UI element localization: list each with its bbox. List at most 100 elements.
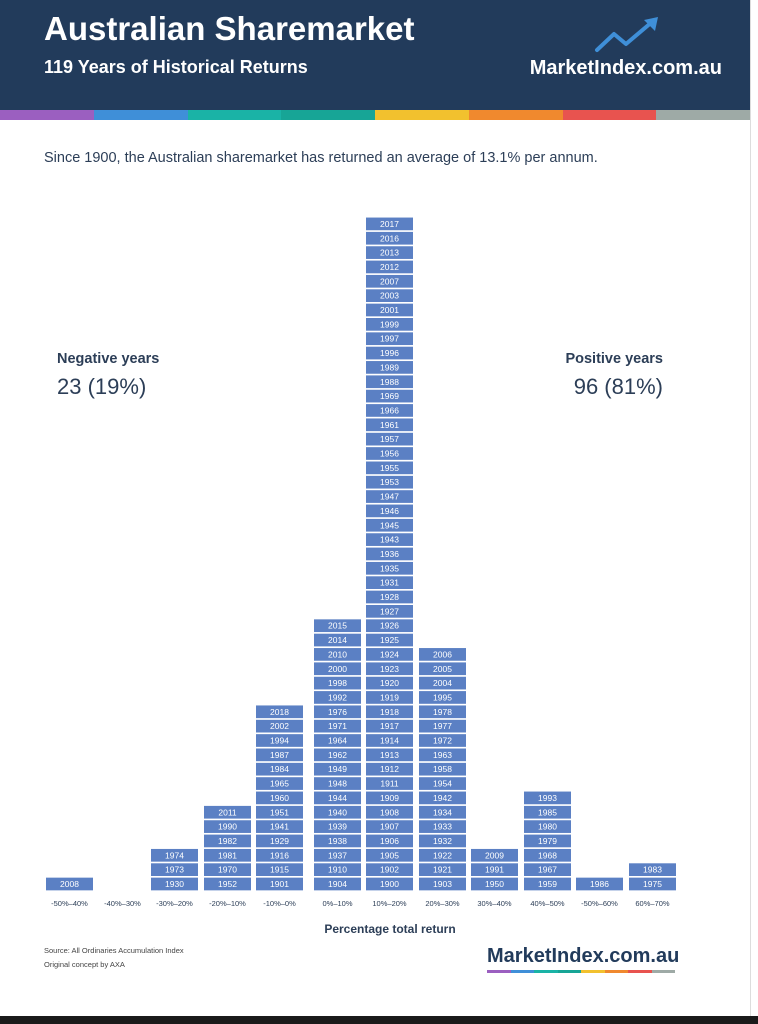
year-box [256, 719, 303, 733]
year-label: 2007 [380, 276, 399, 286]
year-label: 1966 [380, 405, 399, 415]
year-label: 1971 [328, 721, 347, 731]
year-label: 1965 [270, 779, 289, 789]
year-label: 1958 [433, 764, 452, 774]
year-label: 2015 [328, 621, 347, 631]
histogram-column: 1930 1973 1974 -30%–20% [151, 848, 198, 908]
year-box [419, 848, 466, 862]
year-label: 1980 [538, 822, 557, 832]
year-label: 1982 [218, 836, 237, 846]
year-label: 1962 [328, 750, 347, 760]
year-label: 1938 [328, 836, 347, 846]
year-label: 1991 [485, 865, 504, 875]
top-stripe-segment [562, 110, 657, 120]
year-box [256, 762, 303, 776]
year-label: 1986 [590, 879, 609, 889]
year-label: 1967 [538, 865, 557, 875]
year-label: 1960 [270, 793, 289, 803]
year-label: 2014 [328, 635, 347, 645]
year-label: 1954 [433, 779, 452, 789]
brand-logo-bottom[interactable]: MarketIndex.com.au [487, 945, 680, 967]
year-box [366, 619, 413, 633]
year-label: 1914 [380, 736, 399, 746]
year-label: 1976 [328, 707, 347, 717]
year-label: 1924 [380, 649, 399, 659]
top-stripe-segment [93, 110, 188, 120]
year-box [366, 777, 413, 790]
histogram-column: 1903 1921 1922 1932 1933 1934 1942 1954 1958 1963… [419, 648, 466, 908]
year-box [314, 734, 361, 747]
year-box [366, 734, 413, 747]
year-box [366, 418, 413, 432]
year-label: 1945 [380, 520, 399, 530]
year-box [576, 877, 623, 891]
year-label: 1995 [433, 692, 452, 702]
year-box [366, 533, 413, 546]
year-box [471, 863, 518, 876]
brand-stripe-segment [651, 970, 675, 973]
year-box [366, 547, 413, 561]
year-label: 1907 [380, 822, 399, 832]
year-box [314, 877, 361, 891]
trending-up-arrow-icon [595, 17, 658, 52]
year-box [366, 561, 413, 575]
brand-logo-top[interactable]: MarketIndex.com.au [529, 57, 722, 79]
year-label: 1932 [433, 836, 452, 846]
year-label: 2016 [380, 233, 399, 243]
brand-stripe-segment [534, 970, 558, 973]
category-tick-label: -10%–0% [263, 899, 296, 908]
year-box [366, 518, 413, 532]
year-box [366, 303, 413, 317]
year-box [314, 777, 361, 790]
year-box [419, 691, 466, 704]
year-box [256, 863, 303, 876]
year-box [366, 332, 413, 346]
positive-years-label: Positive years [565, 351, 663, 367]
year-box [419, 791, 466, 805]
year-box [366, 590, 413, 604]
year-label: 1908 [380, 807, 399, 817]
year-box [366, 848, 413, 862]
year-box [204, 877, 251, 891]
year-box [366, 576, 413, 589]
category-tick-label: 20%–30% [425, 899, 460, 908]
year-box [419, 777, 466, 790]
year-label: 1901 [270, 879, 289, 889]
year-label: 1951 [270, 807, 289, 817]
page-edge [750, 0, 758, 1024]
year-label: 2000 [328, 664, 347, 674]
year-label: 1943 [380, 535, 399, 545]
year-label: 1933 [433, 822, 452, 832]
year-label: 2003 [380, 291, 399, 301]
year-label: 1994 [270, 736, 289, 746]
year-box [314, 676, 361, 690]
year-box [366, 447, 413, 460]
year-box [314, 619, 361, 633]
year-label: 1989 [380, 362, 399, 372]
year-label: 2006 [433, 649, 452, 659]
year-label: 1918 [380, 707, 399, 717]
year-box [314, 848, 361, 862]
year-box [366, 274, 413, 288]
year-label: 1985 [538, 807, 557, 817]
negative-years-value: 23 (19%) [57, 374, 147, 399]
year-box [524, 820, 571, 833]
top-stripe-segment [281, 110, 375, 120]
brand-stripe-segment [581, 970, 605, 973]
year-box [256, 877, 303, 891]
year-box [366, 805, 413, 819]
year-box [419, 676, 466, 690]
year-box [366, 490, 413, 503]
year-label: 1902 [380, 865, 399, 875]
year-box [151, 863, 198, 876]
year-box [629, 863, 676, 876]
year-box [366, 719, 413, 733]
category-tick-label: -50%–60% [581, 899, 618, 908]
year-label: 1913 [380, 750, 399, 760]
year-box [419, 662, 466, 676]
year-label: 1923 [380, 664, 399, 674]
year-label: 1935 [380, 563, 399, 573]
year-box [366, 475, 413, 489]
year-box [524, 877, 571, 891]
